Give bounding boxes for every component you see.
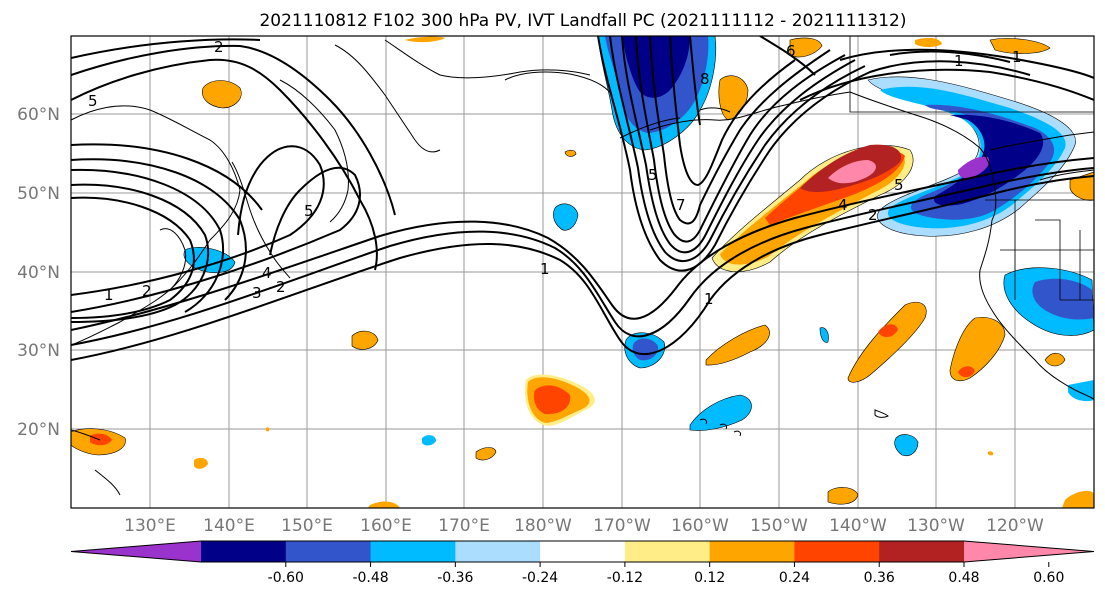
colorbar-tick-label: -0.60 [268, 570, 304, 586]
colorbar-extend-low [71, 541, 201, 562]
colorbar-tick-label: -0.48 [352, 570, 388, 586]
contour-label: 4 [262, 264, 272, 282]
contour-labels: 2 5 5 4 3 2 1 2 1 1 5 7 8 6 1 4 5 2 1 [88, 38, 1022, 308]
colorbar-tick-label: 0.60 [1033, 570, 1064, 586]
colorbar-tick-label: -0.24 [522, 570, 558, 586]
lon-label: 180°W [514, 516, 572, 536]
lon-label: 140°W [829, 516, 887, 536]
contour-label: 4 [838, 196, 848, 214]
lon-label: 170°E [438, 516, 490, 536]
colorbar-swatch [879, 541, 965, 562]
contour-label: 8 [700, 70, 710, 88]
colorbar-tick-label: -0.36 [437, 570, 473, 586]
contour-label: 7 [676, 196, 686, 214]
contour-label: 2 [214, 38, 224, 56]
peak-positive-ivt [828, 160, 876, 184]
colorbar-tick-label: 0.36 [864, 570, 895, 586]
lon-label: 160°E [360, 516, 412, 536]
peak-negative-ivt [958, 156, 990, 179]
lon-label: 130°E [124, 516, 176, 536]
contour-label: 2 [868, 206, 878, 224]
colorbar-swatch [201, 541, 287, 562]
pv-contour-lines [71, 36, 1094, 361]
colorbar-tick-label: 0.12 [694, 570, 725, 586]
contour-label: 6 [786, 42, 796, 60]
lat-label: 60°N [17, 105, 60, 125]
contour-label: 5 [648, 166, 658, 184]
lon-label: 150°W [750, 516, 808, 536]
colorbar-swatch [624, 541, 711, 562]
colorbar-swatch [709, 541, 795, 562]
lon-label: 140°E [203, 516, 255, 536]
colorbar-swatch [794, 541, 880, 562]
contour-label: 5 [304, 202, 314, 220]
colorbar-swatch [370, 541, 456, 562]
lon-label: 130°W [907, 516, 965, 536]
lon-label: 170°W [593, 516, 651, 536]
contour-label: 1 [104, 286, 114, 304]
lat-label: 30°N [17, 341, 60, 361]
contour-label: 1 [540, 260, 550, 278]
colorbar-tick-label: 0.24 [779, 570, 810, 586]
colorbar-swatch [455, 541, 541, 562]
contour-label: 5 [88, 92, 98, 110]
colorbar-outline [70, 540, 1095, 563]
ivt-filled-contours [71, 36, 1094, 508]
colorbar-tick-label: 0.48 [948, 570, 979, 586]
contour-label: 1 [1012, 48, 1022, 66]
figure-title: 2021110812 F102 300 hPa PV, IVT Landfall… [259, 11, 906, 31]
latitude-labels: 60°N 50°N 40°N 30°N 20°N [17, 105, 60, 440]
lon-label: 160°W [671, 516, 729, 536]
colorbar-extend-high [964, 541, 1094, 562]
contour-label: 1 [954, 52, 964, 70]
lon-label: 120°W [986, 516, 1044, 536]
map-frame [70, 35, 1095, 509]
contour-label: 2 [276, 278, 286, 296]
lon-label: 150°E [281, 516, 333, 536]
contour-label: 1 [704, 290, 714, 308]
contour-label: 3 [252, 284, 262, 302]
lat-label: 40°N [17, 263, 60, 283]
longitude-labels: 130°E 140°E 150°E 160°E 170°E 180°W 170°… [124, 516, 1044, 536]
map-panel: 2 5 5 4 3 2 1 2 1 1 5 7 8 6 1 4 5 2 1 [70, 35, 1095, 509]
contour-label: 2 [142, 282, 152, 300]
colorbar-tick-label: -0.12 [607, 570, 643, 586]
political-borders [849, 36, 1094, 301]
lat-label: 20°N [17, 420, 60, 440]
colorbar-swatch [540, 541, 626, 562]
colorbar: -0.60 -0.48 -0.36 -0.24 -0.12 0.12 0.24 0.36 0.4… [70, 540, 1095, 586]
contour-label: 5 [894, 176, 904, 194]
colorbar-swatch [285, 541, 372, 562]
lat-label: 50°N [17, 184, 60, 204]
